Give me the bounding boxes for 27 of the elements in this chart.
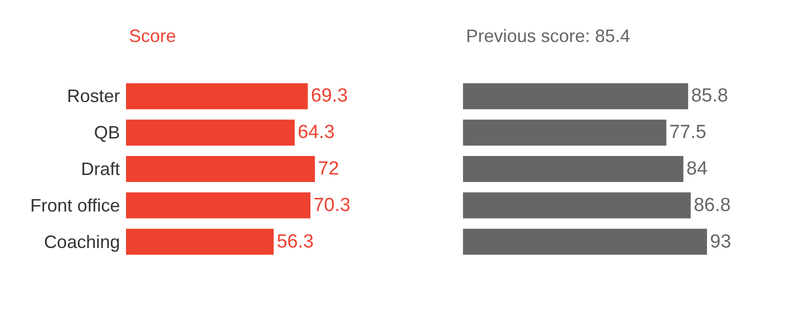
bar	[463, 228, 707, 255]
data-label: 77.5	[669, 122, 706, 144]
y-tick-label: Roster	[66, 86, 120, 106]
bar	[463, 120, 666, 146]
data-label: 70.3	[313, 194, 350, 216]
data-label: 72	[318, 158, 340, 180]
data-label: 84	[686, 158, 708, 180]
data-label: 85.8	[691, 86, 728, 107]
bar	[126, 120, 295, 146]
data-label: 64.3	[298, 122, 335, 144]
bar	[126, 83, 308, 110]
chart-title: Score	[129, 26, 176, 46]
bar	[126, 156, 315, 182]
bar	[463, 83, 688, 110]
y-tick-label: Coaching	[44, 232, 120, 252]
data-label: 93	[710, 231, 732, 252]
y-tick-label: Draft	[80, 159, 120, 179]
bar	[463, 192, 691, 218]
data-label: 56.3	[276, 231, 314, 252]
bar	[463, 156, 684, 182]
chart-title: Previous score: 85.4	[466, 26, 630, 46]
y-tick-label: Front office	[30, 195, 120, 216]
data-label: 86.8	[694, 194, 731, 216]
data-label: 69.3	[310, 86, 348, 107]
bar	[126, 192, 310, 218]
bar	[126, 228, 274, 255]
y-tick-label: QB	[94, 122, 120, 143]
